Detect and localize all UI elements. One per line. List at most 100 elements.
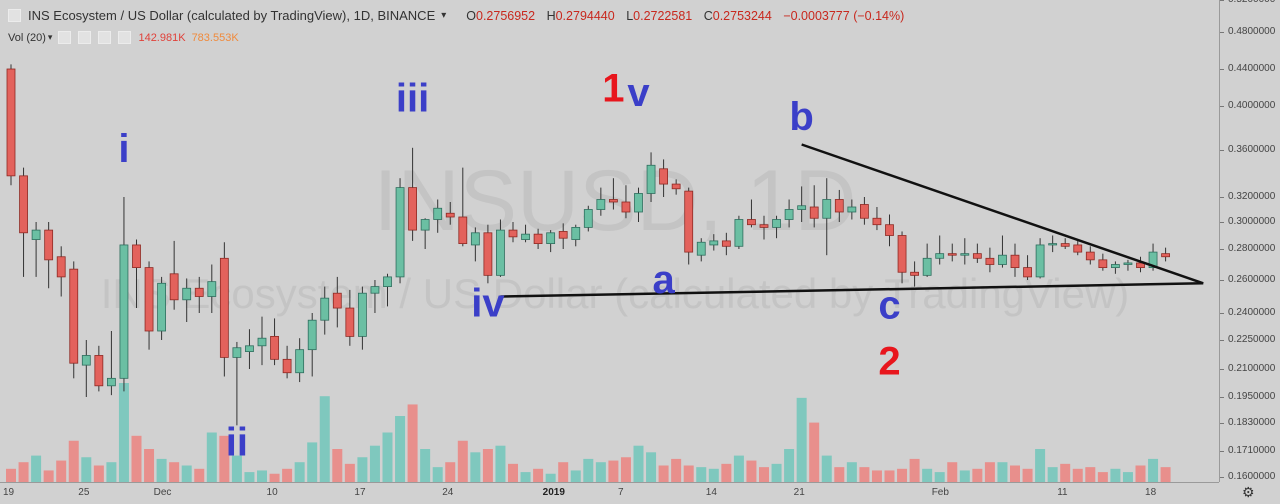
trendline[interactable] [500,282,1204,298]
candle-body [107,377,116,387]
volume-bar [219,435,230,482]
price-tick-mark [1220,280,1224,281]
volume-bar [144,449,155,482]
volume-bar [68,440,79,482]
candle-body [194,287,204,297]
price-tick-mark [1220,197,1224,198]
time-axis[interactable]: 19 25 Dec 10 17 24 2019 7 14 21 Feb 11 18 [0,482,1219,504]
candle [257,316,267,366]
price-tick-mark [1220,0,1224,1]
candle-body [19,175,28,234]
chart-canvas[interactable]: INSUSD, 1D INS Ecosystem / US Dollar (ca… [0,0,1219,503]
candle-body [797,205,807,210]
candle [897,231,907,284]
candle-body [1085,251,1095,261]
candle [357,286,367,350]
candle [94,345,104,392]
volume-bar [18,462,29,482]
gear-icon[interactable]: ⚙ [1242,484,1255,500]
more-icon[interactable] [118,31,132,44]
volume-bar [1085,467,1096,482]
candle-body [897,235,907,273]
candlesticks [6,64,1170,426]
candle-body [119,244,129,379]
volume-bar [959,470,970,482]
ohlc-low-value: 0.2722581 [633,8,693,23]
chevron-down-icon[interactable]: ▾ [441,10,447,21]
price-tick-mark [1220,32,1224,33]
price-tick-label: 0.2800000 [1228,243,1276,254]
volume-bar [620,457,631,482]
chart-area[interactable]: INSUSD, 1D INS Ecosystem / US Dollar (ca… [0,0,1219,503]
price-tick-mark [1220,423,1224,424]
candle-body [483,232,493,276]
candle-body [1048,243,1058,246]
volume-bar [1022,468,1033,482]
volume-bar [1060,463,1071,482]
wave-label: c [878,283,900,327]
price-tick-label: 0.2400000 [1228,307,1276,318]
volume-bar [721,463,732,482]
close-icon[interactable] [98,31,112,44]
candle-body [307,319,317,351]
candle-body [94,355,104,387]
volume-bar [984,462,995,482]
price-axis[interactable]: 0.5200000 0.4800000 0.4400000 0.4000000 0.36… [1219,0,1280,482]
volume-bar [809,422,820,482]
candle-body [470,232,480,246]
candle-body [270,335,279,360]
volume-bar [81,457,92,482]
candle [659,159,668,197]
volume-bar [482,449,493,482]
candle-body [922,257,932,276]
candle [1035,238,1045,279]
candle [132,239,141,309]
candle [671,179,681,195]
volume-bar [6,468,16,482]
wave-label: a [652,258,675,302]
volume-label[interactable]: Vol (20) [8,31,46,44]
wave-label: v [627,71,650,115]
candle [1048,235,1058,253]
candle [119,197,129,392]
candle-body [282,358,292,374]
price-tick-mark [1220,249,1224,250]
chevron-down-icon[interactable]: ▾ [47,32,53,42]
candle [696,238,706,262]
candle-body [332,292,342,309]
volume-bar [1035,449,1046,482]
candle-body [533,233,543,244]
volume-bar [859,467,870,482]
volume-bar [432,467,443,482]
price-tick-mark [1220,313,1224,314]
candle-body [583,209,593,228]
volume-bar [909,458,920,482]
volume-bar [696,467,707,482]
candle [860,197,869,225]
volume-bar [156,458,167,482]
candle [395,178,405,284]
volume-bar [671,458,682,482]
volume-bar [93,465,104,482]
candle-body [144,267,154,332]
candle [834,189,844,222]
candle [320,286,330,335]
candle-body [684,190,694,253]
candle [1111,261,1120,274]
eye-icon[interactable] [58,31,72,44]
candle [219,242,229,377]
candle [69,261,79,379]
time-tick-label: 11 [1057,487,1068,498]
volume-bar [169,462,180,482]
candle [6,64,16,186]
symbol-title[interactable]: INS Ecosystem / US Dollar (calculated by… [28,8,436,23]
candle [483,224,493,284]
symbol-eye-icon[interactable] [8,9,21,22]
candle [169,240,179,310]
trendline[interactable] [801,143,1204,285]
volume-bar [244,472,255,482]
candle [947,243,957,262]
price-tick-label: 0.4400000 [1228,63,1276,74]
candle [470,227,480,262]
settings-icon[interactable] [78,31,92,44]
